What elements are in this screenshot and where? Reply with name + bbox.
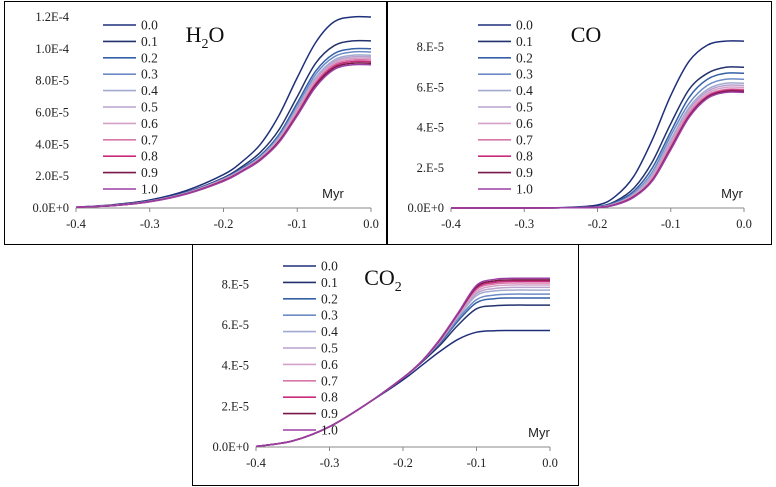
y-tick-label: 2.E-5 bbox=[417, 161, 444, 175]
legend-label: 0.5 bbox=[141, 100, 158, 115]
legend-label: 0.2 bbox=[516, 50, 533, 65]
y-tick-label: 4.E-5 bbox=[417, 121, 444, 135]
series-line-0.6 bbox=[75, 57, 372, 208]
x-tick-label: -0.4 bbox=[246, 456, 267, 470]
x-tick-label: -0.1 bbox=[467, 456, 487, 470]
series-line-1.0 bbox=[451, 91, 745, 209]
legend-label: 0.9 bbox=[321, 406, 338, 421]
y-tick-label: 2.0E-5 bbox=[35, 169, 69, 183]
legend-label: 0.3 bbox=[321, 308, 338, 323]
legend-label: 0.5 bbox=[516, 100, 533, 115]
x-tick-label: 0.0 bbox=[542, 456, 558, 470]
legend-label: 0.7 bbox=[141, 132, 158, 147]
x-tick-label: -0.4 bbox=[66, 217, 87, 231]
series-line-0.6 bbox=[255, 284, 550, 448]
series-line-0.3 bbox=[255, 293, 550, 448]
series-line-0.5 bbox=[75, 55, 372, 208]
legend-label: 1.0 bbox=[516, 182, 533, 197]
legend-label: 1.0 bbox=[141, 182, 158, 197]
chart-panel-h2o: -0.4 -0.3 -0.2 -0.1 0.0 0.0E+0 2.0E-5 4.0E-5 6.0… bbox=[4, 1, 387, 245]
legend-label: 0.3 bbox=[516, 67, 533, 82]
legend-label: 0.8 bbox=[141, 149, 158, 164]
legend-label: 0.6 bbox=[321, 357, 338, 372]
legend-label: 0.7 bbox=[321, 373, 338, 388]
legend-label: 0.8 bbox=[516, 149, 533, 164]
x-tick-label: 0.0 bbox=[736, 217, 752, 231]
chart-title-subscript: 2 bbox=[202, 37, 209, 52]
legend-label: 0.0 bbox=[141, 18, 158, 33]
x-tick-label: -0.3 bbox=[320, 456, 340, 470]
x-axis-label: Myr bbox=[721, 186, 743, 201]
y-tick-label: 1.2E-4 bbox=[35, 10, 69, 24]
chart-title-tail: O bbox=[209, 22, 225, 47]
x-axis-label: Myr bbox=[322, 186, 344, 201]
series-line-1.0 bbox=[255, 277, 550, 448]
chart-panel-co2: -0.4 -0.3 -0.2 -0.1 0.0 0.0E+0 2.E-5 4.E-5 6.E-5… bbox=[192, 244, 579, 486]
y-tick-label: 8.E-5 bbox=[417, 40, 444, 54]
y-tick-label: 6.E-5 bbox=[222, 318, 249, 332]
series-line-0.1 bbox=[255, 304, 550, 448]
legend-label: 0.1 bbox=[321, 275, 338, 290]
legend-label: 0.2 bbox=[321, 291, 338, 306]
series-line-0.1 bbox=[451, 66, 745, 209]
legend-label: 0.4 bbox=[321, 324, 338, 339]
x-tick-label: -0.2 bbox=[588, 217, 608, 231]
legend-label: 0.1 bbox=[516, 34, 533, 49]
y-tick-label: 4.E-5 bbox=[222, 359, 249, 373]
x-tick-label: -0.3 bbox=[140, 217, 160, 231]
legend-label: 0.1 bbox=[141, 34, 158, 49]
y-tick-label: 0.0E+0 bbox=[212, 440, 249, 454]
legend-label: 1.0 bbox=[321, 423, 338, 438]
series-line-0.4 bbox=[75, 54, 372, 208]
legend-label: 0.6 bbox=[516, 116, 533, 131]
series-line-0.5 bbox=[255, 286, 550, 448]
y-tick-label: 1.0E-4 bbox=[35, 42, 69, 56]
chart-svg: -0.4 -0.3 -0.2 -0.1 0.0 0.0E+0 2.E-5 4.E-5 6.E-5… bbox=[212, 259, 558, 471]
legend-label: 0.7 bbox=[516, 132, 533, 147]
legend-label: 0.3 bbox=[141, 67, 158, 82]
y-tick-label: 8.0E-5 bbox=[35, 74, 69, 88]
legend-label: 0.2 bbox=[141, 50, 158, 65]
legend-label: 0.0 bbox=[321, 259, 338, 274]
series-line-1.0 bbox=[75, 63, 372, 208]
y-tick-label: 4.0E-5 bbox=[35, 137, 69, 151]
x-axis-label: Myr bbox=[528, 425, 550, 440]
y-tick-label: 6.E-5 bbox=[417, 80, 444, 94]
legend-label: 0.6 bbox=[141, 116, 158, 131]
x-tick-label: -0.1 bbox=[287, 217, 307, 231]
chart-title-base: CO bbox=[571, 22, 602, 47]
chart-title-base: H bbox=[186, 22, 202, 47]
y-tick-label: 8.E-5 bbox=[222, 277, 249, 291]
x-tick-label: -0.2 bbox=[214, 217, 234, 231]
chart-title: CO2 bbox=[364, 265, 402, 295]
legend-label: 0.5 bbox=[321, 341, 338, 356]
chart-title-base: CO bbox=[364, 265, 395, 290]
legend-label: 0.4 bbox=[141, 83, 158, 98]
legend-label: 0.0 bbox=[516, 18, 533, 33]
y-tick-label: 0.0E+0 bbox=[32, 201, 69, 215]
legend-label: 0.9 bbox=[141, 165, 158, 180]
y-tick-label: 2.E-5 bbox=[222, 399, 249, 413]
series-line-0.4 bbox=[255, 289, 550, 448]
y-tick-label: 6.0E-5 bbox=[35, 106, 69, 120]
series-line-0.9 bbox=[451, 90, 745, 209]
chart-title-subscript: 2 bbox=[395, 280, 402, 295]
x-tick-label: -0.3 bbox=[514, 217, 534, 231]
chart-title: H2O bbox=[186, 22, 225, 52]
legend-label: 0.9 bbox=[516, 165, 533, 180]
x-tick-label: 0.0 bbox=[363, 217, 379, 231]
legend-label: 0.8 bbox=[321, 390, 338, 405]
x-tick-label: -0.1 bbox=[661, 217, 681, 231]
chart-svg: -0.4 -0.3 -0.2 -0.1 0.0 0.0E+0 2.E-5 4.E-5 6.E-5… bbox=[407, 18, 752, 232]
x-tick-label: -0.2 bbox=[393, 456, 413, 470]
chart-title: CO bbox=[571, 22, 602, 47]
series-line-0.2 bbox=[255, 297, 550, 448]
chart-panel-co: -0.4 -0.3 -0.2 -0.1 0.0 0.0E+0 2.E-5 4.E-5 6.E-5… bbox=[387, 1, 772, 245]
chart-svg: -0.4 -0.3 -0.2 -0.1 0.0 0.0E+0 2.0E-5 4.0E-5 6.0… bbox=[32, 10, 379, 231]
legend-label: 0.4 bbox=[516, 83, 533, 98]
series-line-0.0 bbox=[450, 40, 745, 209]
x-tick-label: -0.4 bbox=[441, 217, 462, 231]
y-tick-label: 0.0E+0 bbox=[407, 201, 444, 215]
